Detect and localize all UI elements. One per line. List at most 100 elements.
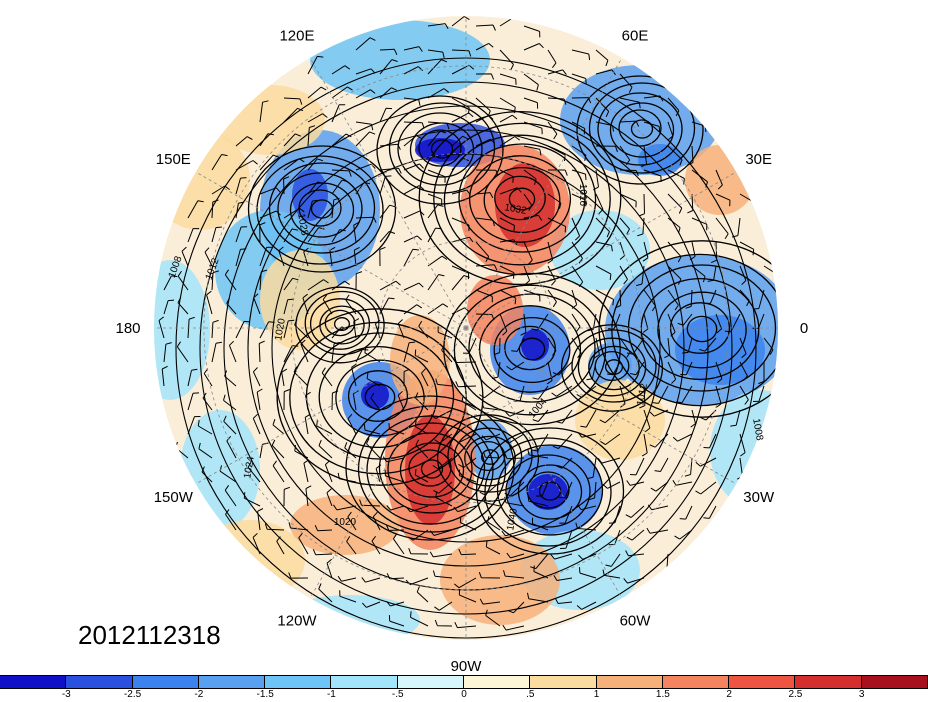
- colorbar-segment: [530, 676, 597, 688]
- wind-barb: [475, 217, 495, 227]
- wind-barb: [739, 385, 749, 405]
- wind-barb: [487, 516, 501, 531]
- wind-barb: [475, 42, 494, 51]
- wind-barb: [523, 241, 533, 265]
- wind-barb: [451, 236, 474, 243]
- wind-barb: [553, 575, 573, 581]
- contour-label: 1020: [334, 517, 357, 528]
- wind-barb: [607, 313, 621, 330]
- wind-barb: [523, 169, 537, 185]
- wind-barb: [595, 265, 612, 281]
- isobar: [453, 284, 607, 416]
- wind-barb: [361, 577, 381, 583]
- isobar: [319, 305, 365, 345]
- wind-barb: [163, 342, 172, 363]
- wind-barb: [547, 121, 558, 140]
- wind-barb: [225, 509, 237, 531]
- wind-barb: [575, 522, 597, 531]
- wind-barb: [752, 385, 765, 402]
- wind-barb: [355, 181, 371, 195]
- wind-barb: [619, 193, 637, 208]
- wind-barb: [629, 457, 645, 476]
- wind-barb: [499, 136, 520, 147]
- wind-barb: [595, 121, 614, 132]
- anomaly-area: [361, 381, 389, 409]
- colorbar-segment: [861, 676, 928, 688]
- wind-barb: [427, 169, 446, 183]
- wind-barb: [403, 248, 419, 267]
- wind-barb: [499, 97, 516, 114]
- wind-barb: [739, 241, 755, 256]
- wind-barb: [259, 321, 275, 339]
- wind-barb: [475, 241, 490, 263]
- wind-barb: [502, 624, 525, 631]
- wind-barb: [435, 378, 453, 387]
- wind-barb: [258, 340, 265, 363]
- wind-barb: [532, 409, 549, 422]
- wind-barb: [259, 154, 280, 171]
- wind-barb: [504, 453, 525, 460]
- wind-barb: [211, 185, 230, 195]
- wind-barb: [163, 299, 175, 315]
- wind-barb: [533, 565, 549, 579]
- wind-barb: [482, 451, 501, 459]
- isobar: [397, 112, 483, 186]
- wind-barb: [602, 481, 621, 489]
- wind-barb: [593, 169, 599, 191]
- colorbar-segment: [132, 676, 199, 688]
- wind-barb: [283, 277, 299, 291]
- wind-barb: [478, 572, 501, 579]
- wind-barb: [559, 481, 573, 499]
- wind-barb: [432, 457, 453, 470]
- wind-barb: [499, 114, 518, 123]
- wind-barb: [379, 246, 386, 267]
- wind-barb: [302, 293, 309, 315]
- wind-barb: [485, 540, 501, 555]
- wind-barb: [475, 24, 496, 31]
- isobar: [470, 440, 506, 472]
- lon-label: 30E: [745, 151, 772, 168]
- isobar: [493, 316, 571, 384]
- wind-barb: [461, 395, 477, 411]
- contour-label: 1024: [242, 455, 257, 479]
- wind-barb: [427, 130, 447, 147]
- wind-barb: [259, 100, 269, 123]
- wind-barb: [676, 385, 693, 404]
- wind-barb: [276, 536, 285, 555]
- wind-barb: [427, 227, 442, 243]
- wind-barb: [430, 409, 453, 419]
- colorbar-segment: [795, 676, 862, 688]
- wind-barb: [503, 570, 525, 579]
- wind-barb: [403, 235, 422, 243]
- wind-barb: [453, 577, 477, 589]
- wind-barb: [271, 439, 285, 459]
- wind-barb: [667, 217, 681, 234]
- wind-barb: [459, 516, 477, 531]
- colorbar-label: -2.5: [123, 689, 142, 700]
- wind-barb: [643, 169, 662, 183]
- wind-barb: [667, 289, 679, 311]
- wind-barb: [427, 255, 448, 267]
- wind-barb: [427, 204, 444, 219]
- wind-barb: [501, 529, 525, 537]
- colorbar: [0, 675, 928, 689]
- isobar: [408, 449, 452, 487]
- latitude-circle: [290, 152, 642, 504]
- wind-barb: [427, 23, 449, 30]
- wind-barb: [403, 163, 424, 171]
- wind-barb: [414, 469, 429, 483]
- wind-barb: [177, 297, 189, 315]
- wind-barb: [731, 217, 741, 238]
- anomaly-area: [467, 275, 523, 345]
- isobar: [366, 415, 494, 525]
- wind-barb: [283, 228, 298, 243]
- isobar: [494, 175, 546, 221]
- wind-barb: [523, 121, 543, 135]
- wind-barb: [643, 95, 664, 102]
- wind-barb: [504, 496, 525, 507]
- wind-barb: [331, 229, 346, 243]
- colorbar-label: 0: [461, 689, 467, 700]
- wind-barb: [403, 121, 425, 129]
- wind-barb: [351, 363, 357, 387]
